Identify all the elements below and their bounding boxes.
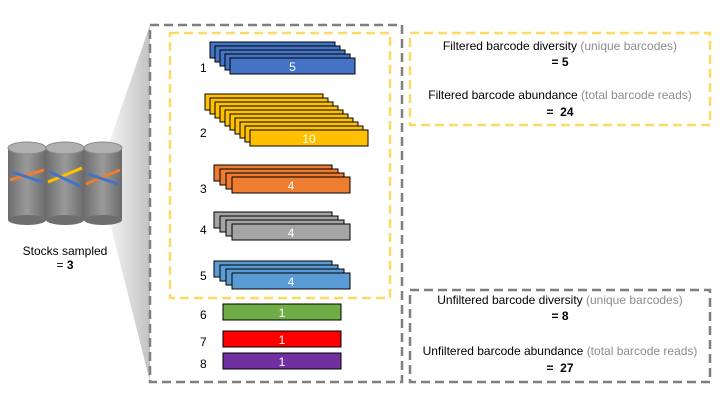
stocks-sampled-label: Stocks sampled: [22, 244, 108, 258]
barcode-bar-front: [222, 352, 342, 370]
barcode-count: 1: [279, 306, 286, 320]
unfiltered-abundance-value: = 27: [546, 361, 573, 375]
stocks-sampled-equals: =: [56, 258, 64, 272]
unfiltered-abundance-label: Unfiltered barcode abundance: [423, 344, 584, 358]
barcode-bar-front: [249, 129, 369, 147]
barcode-count: 1: [279, 355, 286, 369]
stocks-sampled-value-line: = 3: [10, 258, 120, 272]
barcode-count: 1: [279, 333, 286, 347]
barcode-bar-front: [229, 57, 356, 75]
unfiltered-diversity-note: (unique barcodes): [586, 293, 683, 307]
zoom-cone: [98, 25, 150, 382]
stock-cylinder-1: [7, 141, 47, 225]
filtered-diversity-value: = 5: [551, 55, 568, 69]
filtered-diversity-line: Filtered barcode diversity (unique barco…: [443, 39, 677, 53]
barcode-bar-front: [222, 303, 342, 321]
barcode-count: 4: [288, 179, 295, 193]
unfiltered-diversity-label: Unfiltered barcode diversity: [437, 293, 582, 307]
barcode-group-label: 3: [200, 182, 207, 196]
stock-cylinder-3: [83, 141, 123, 225]
barcode-groups: 1 52 103 44 45 46 17 18 1: [200, 41, 369, 371]
filtered-frame: [168, 31, 392, 300]
barcode-group-label: 4: [200, 223, 207, 237]
filtered-diversity-note: (unique barcodes): [580, 39, 677, 53]
barcode-count: 4: [288, 275, 295, 289]
barcode-bar-front: [222, 330, 342, 348]
unfiltered-diversity-line: Unfiltered barcode diversity (unique bar…: [437, 293, 682, 307]
stocks-sampled-count: 3: [66, 258, 74, 272]
barcode-group-label: 1: [200, 61, 207, 75]
barcode-group-label: 7: [200, 335, 207, 349]
unfiltered-diversity-value: = 8: [551, 309, 568, 323]
barcode-bar-front: [231, 272, 351, 290]
stocks-sampled-caption: Stocks sampled = 3: [10, 244, 120, 272]
stock-cylinders: [7, 141, 123, 225]
barcode-group-label: 2: [200, 126, 207, 140]
unfiltered-abundance-note: (total barcode reads): [587, 344, 698, 358]
filtered-abundance-value: = 24: [546, 105, 573, 119]
filtered-diversity-label: Filtered barcode diversity: [443, 39, 577, 53]
filtered-abundance-line: Filtered barcode abundance (total barcod…: [428, 88, 692, 102]
filtered-abundance-label: Filtered barcode abundance: [428, 88, 578, 102]
stock-cylinder-2: [45, 141, 85, 225]
barcode-bar-front: [231, 223, 351, 241]
sample-frame: [148, 23, 404, 384]
filtered-abundance-note: (total barcode reads): [581, 88, 692, 102]
barcode-group-2: 2 10: [200, 93, 369, 147]
barcode-count: 5: [289, 60, 296, 74]
barcode-count: 4: [288, 226, 295, 240]
barcode-bar-front: [231, 176, 351, 194]
unfiltered-abundance-line: Unfiltered barcode abundance (total barc…: [423, 344, 698, 358]
barcode-group-label: 5: [200, 269, 207, 283]
barcode-group-label: 8: [200, 357, 207, 371]
barcode-count: 10: [302, 132, 316, 146]
barcode-group-label: 6: [200, 308, 207, 322]
